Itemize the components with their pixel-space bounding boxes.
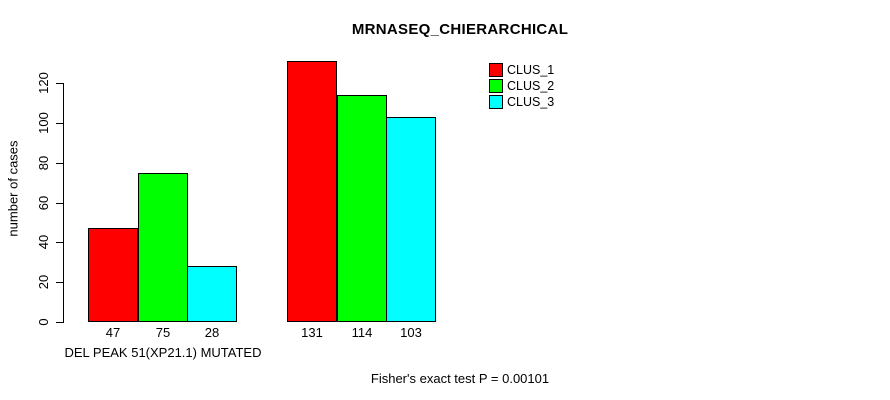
- y-axis-tick-mark: [56, 282, 63, 283]
- annotation-fisher-test: Fisher's exact test P = 0.00101: [370, 371, 550, 386]
- bar-clus_2-group2: [337, 95, 387, 322]
- bar-value-label: 103: [400, 325, 422, 340]
- y-axis-tick-label: 120: [36, 72, 51, 94]
- legend-swatch-icon: [489, 79, 503, 93]
- bar-clus_2-group1: [138, 173, 188, 322]
- bar-clus_3-group1: [187, 266, 237, 322]
- chart-title: MRNASEQ_CHIERARCHICAL: [351, 21, 569, 38]
- bar-value-label: 131: [301, 325, 323, 340]
- bar-value-label: 75: [155, 325, 171, 340]
- legend-label: CLUS_3: [507, 95, 555, 109]
- y-axis-tick-mark: [56, 83, 63, 84]
- legend-item-clus_1: CLUS_1: [489, 63, 554, 77]
- y-axis-title: number of cases: [5, 140, 21, 237]
- bar-clus_1-group1: [88, 228, 138, 322]
- y-axis-tick-mark: [56, 242, 63, 243]
- legend-item-clus_3: CLUS_3: [489, 95, 554, 109]
- bar-clus_1-group2: [287, 61, 337, 322]
- y-axis-tick-mark: [56, 203, 63, 204]
- bar-value-label: 47: [105, 325, 121, 340]
- y-axis-tick-mark: [56, 163, 63, 164]
- y-axis-tick-mark: [56, 322, 63, 323]
- bar-clus_3-group2: [386, 117, 436, 322]
- bar-value-label: 114: [351, 325, 373, 340]
- y-axis-tick-mark: [56, 123, 63, 124]
- legend-swatch-icon: [489, 95, 503, 109]
- legend: CLUS_1 CLUS_2 CLUS_3: [489, 63, 554, 109]
- y-axis-line: [63, 83, 64, 323]
- legend-label: CLUS_1: [507, 63, 555, 77]
- legend-swatch-icon: [489, 63, 503, 77]
- x-category-label: DEL PEAK 51(XP21.1) MUTATED: [64, 345, 262, 360]
- legend-label: CLUS_2: [507, 79, 555, 93]
- legend-item-clus_2: CLUS_2: [489, 79, 554, 93]
- bar-value-label: 28: [204, 325, 220, 340]
